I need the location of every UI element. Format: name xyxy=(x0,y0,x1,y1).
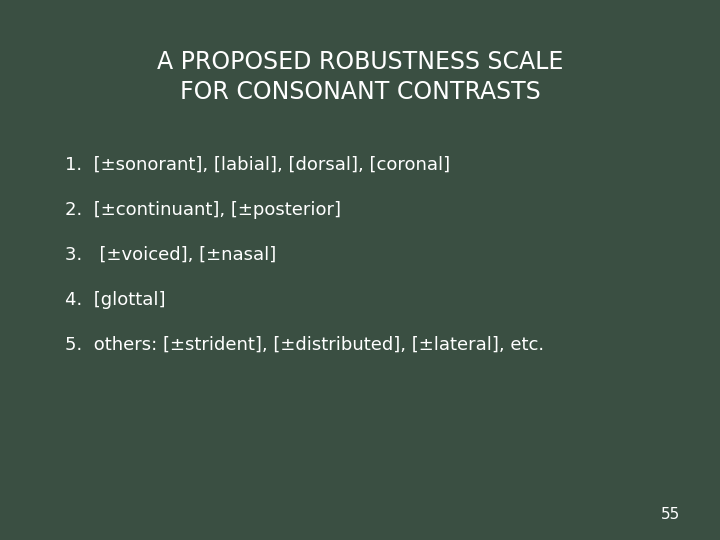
Text: 55: 55 xyxy=(661,507,680,522)
Text: 4.  [glottal]: 4. [glottal] xyxy=(65,291,166,309)
Text: 3.   [±voiced], [±nasal]: 3. [±voiced], [±nasal] xyxy=(65,246,276,264)
Text: A PROPOSED ROBUSTNESS SCALE: A PROPOSED ROBUSTNESS SCALE xyxy=(157,50,563,74)
Text: FOR CONSONANT CONTRASTS: FOR CONSONANT CONTRASTS xyxy=(179,80,541,104)
Text: 5.  others: [±strident], [±distributed], [±lateral], etc.: 5. others: [±strident], [±distributed], … xyxy=(65,336,544,354)
Text: 2.  [±continuant], [±posterior]: 2. [±continuant], [±posterior] xyxy=(65,201,341,219)
Text: 1.  [±sonorant], [labial], [dorsal], [coronal]: 1. [±sonorant], [labial], [dorsal], [cor… xyxy=(65,156,450,174)
